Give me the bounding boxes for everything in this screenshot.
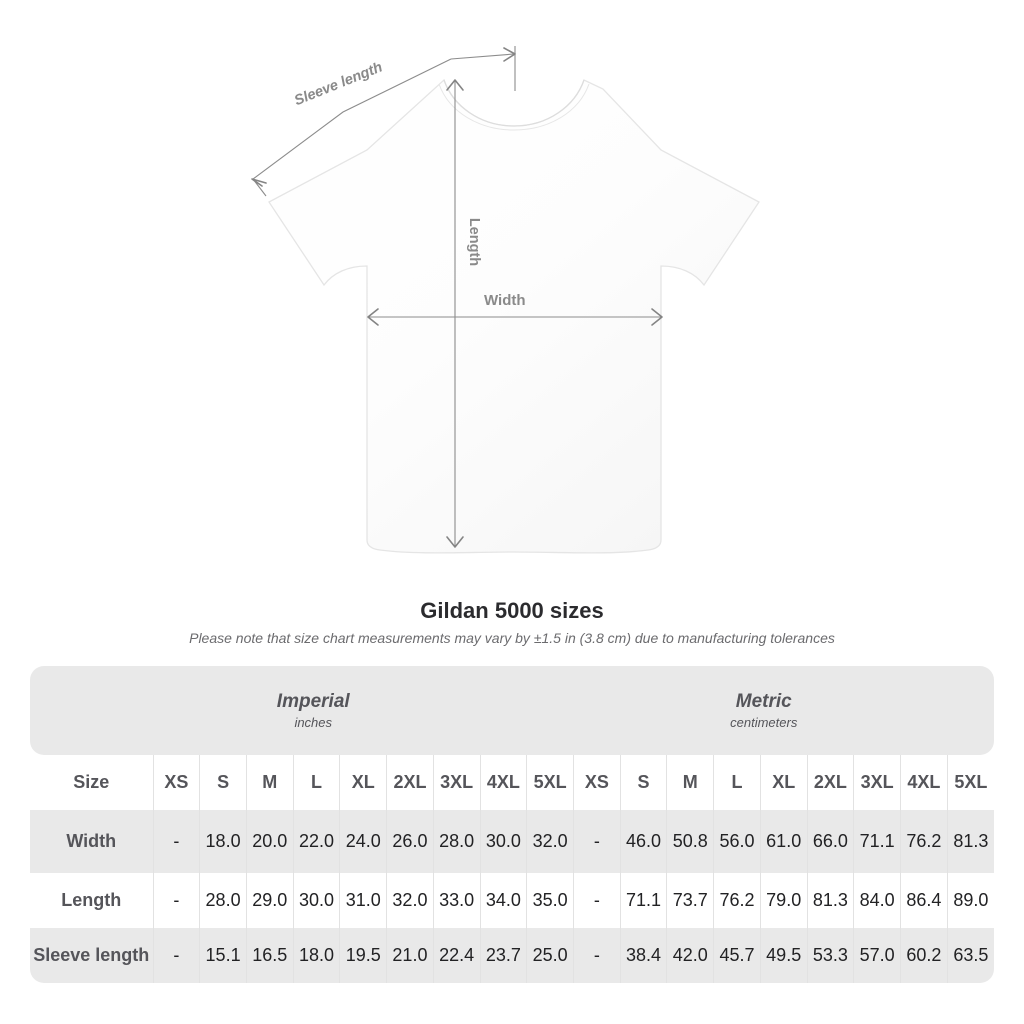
svg-text:Length: Length [466, 218, 482, 266]
svg-text:Width: Width [484, 292, 526, 309]
svg-text:Sleeve length: Sleeve length [292, 59, 385, 109]
